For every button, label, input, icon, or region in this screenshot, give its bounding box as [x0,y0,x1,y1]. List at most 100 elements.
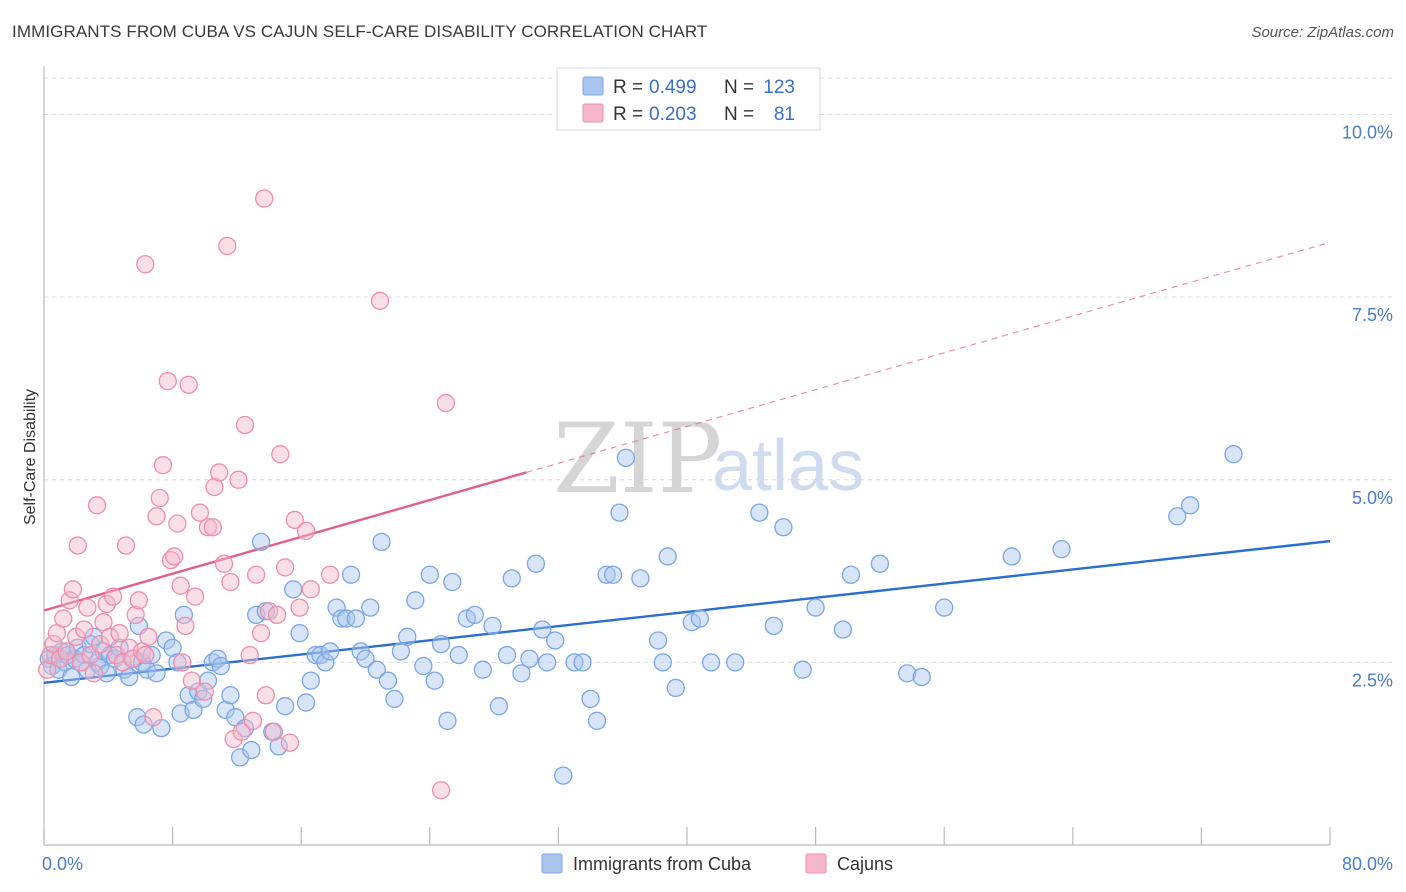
cajun-point [116,536,136,555]
chart-source: Source: ZipAtlas.com [1251,24,1394,41]
cajun-point [171,576,190,595]
cajun-point [91,634,110,654]
cuba-point [367,660,386,679]
series-cuba-points [39,445,1243,785]
legend-r-label-cajuns: R = [613,104,643,125]
watermark-atlas: atlas [712,426,864,506]
cajun-point [436,393,456,413]
cajun-point [185,587,205,606]
watermark-zip: ZIP [553,403,722,515]
cuba-point [658,547,677,566]
cajun-point [235,415,255,435]
cajun-trend-extension [526,241,1331,474]
cuba-point [406,591,425,610]
legend-n-label-cuba: N = [724,77,754,98]
cajun-trend-line [43,471,527,612]
cajun-point [87,496,107,515]
x-tick-label: 0.0% [42,854,83,874]
cajun-point [247,565,266,584]
cajun-point [60,591,79,610]
cuba-point [554,766,573,785]
cuba-point [198,671,218,690]
cuba-point [361,598,380,617]
cajun-point [147,507,166,526]
cuba-point [898,664,917,683]
cajun-point [153,456,173,475]
trend-lines [43,241,1331,685]
y-axis-title: Self-Care Disability [22,389,39,525]
cajun-point [139,627,158,646]
cajun-point [110,624,129,643]
cuba-point [497,645,517,665]
legend-r-value-cuba: 0.499 [649,77,697,98]
cuba-point [912,667,931,687]
legend-n-label-cajuns: N = [724,104,754,125]
cuba-point [332,609,351,628]
cajun-point [38,660,57,679]
stats-legend: R = 0.499 N = 123 R = 0.203 N = 81 [556,67,821,131]
cuba-point [483,616,502,636]
cuba-point [398,627,417,646]
cuba-point [1180,496,1200,515]
cuba-point [701,653,721,672]
cajun-point [221,572,240,592]
cuba-point [793,660,812,679]
cuba-point [157,631,176,650]
cajun-point [176,616,195,636]
cajun-point [214,554,234,573]
cajun-point [165,547,184,566]
cuba-point [414,656,433,676]
cuba-point [142,645,161,665]
bottom-legend-swatch-cuba [541,853,563,874]
cuba-point [356,649,375,668]
cuba-point [833,620,853,639]
cuba-point [420,565,439,584]
cuba-point [306,645,325,665]
cuba-point [62,667,81,687]
cuba-point [750,503,769,522]
legend-n-value-cuba: 123 [763,77,795,98]
cajun-point [232,722,251,741]
cajun-point [126,605,145,625]
cuba-point [631,569,650,588]
cajun-point [63,580,83,599]
cajun-point [301,580,320,599]
cuba-point [137,660,157,679]
bottom-legend-swatch-cajuns [805,853,827,874]
cajun-point [57,642,76,661]
cuba-point [597,565,616,584]
cuba-point [346,609,366,628]
legend-r-label-cuba: R = [613,77,643,98]
cuba-point [134,715,153,734]
legend-r-value-cajuns: 0.203 [649,104,697,125]
cuba-point [1224,445,1243,464]
x-tick-label: 80.0% [1342,854,1393,874]
cuba-point [290,624,309,643]
cuba-point [431,634,451,654]
cuba-point [163,638,182,657]
cuba-point [616,448,636,467]
cuba-point [526,554,546,573]
cuba-point [726,653,745,672]
tick-labels: 2.5% 5.0% 7.5% 10.0% 0.0% 80.0% [42,123,1393,874]
cajun-point [195,682,214,701]
cuba-point [372,532,391,552]
cuba-point [84,627,103,646]
cajun-point [255,189,274,208]
cuba-point [216,700,235,720]
cajun-point [218,236,237,256]
cuba-trend-line [43,539,1331,685]
cuba-point [610,503,629,522]
cuba-point [425,671,444,690]
cajun-point [54,609,73,628]
cuba-point [443,572,462,592]
cajun-point [431,781,451,800]
data-points [38,189,1243,800]
cajun-point [210,463,229,482]
cajun-point [256,686,275,705]
cuba-point [465,605,484,625]
cuba-point [320,642,340,661]
cuba-point [316,653,335,672]
cajun-point [290,598,309,617]
cuba-point [147,664,166,683]
